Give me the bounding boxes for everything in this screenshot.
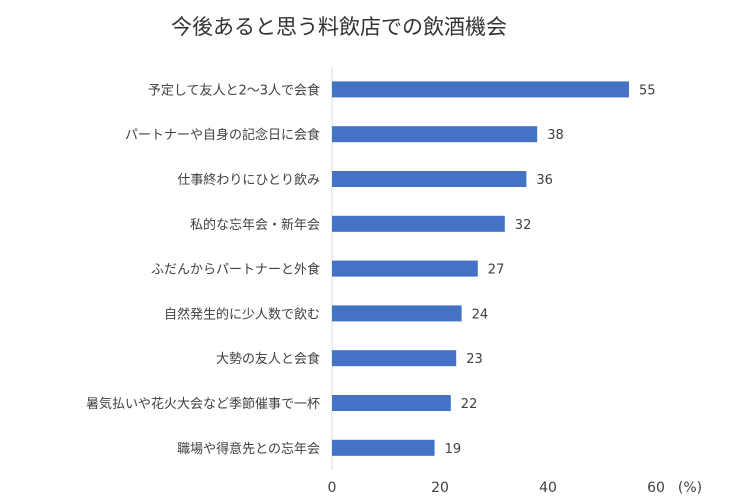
- value-label-6: 24: [472, 307, 489, 322]
- bar-9: [332, 439, 435, 456]
- category-label-1: 予定して友人と2～3人で会食: [148, 82, 320, 98]
- category-label-9: 職場や得意先との忘年会: [177, 441, 320, 457]
- category-label-5: ふだんからパートナーと外食: [151, 262, 320, 278]
- bar-4: [332, 215, 505, 232]
- value-label-7: 23: [466, 352, 483, 367]
- bar-2: [332, 126, 538, 143]
- bar-5: [332, 260, 478, 277]
- category-label-7: 大勢の友人と会食: [216, 351, 320, 367]
- x-axis-ticks: 0 20 40 60: [328, 480, 665, 496]
- value-label-4: 32: [515, 218, 532, 233]
- value-label-5: 27: [488, 263, 505, 278]
- x-tick-label-20: 20: [431, 480, 449, 496]
- bar-3: [332, 171, 527, 187]
- value-labels: 55 38 36 32 27 24 23 22 19: [445, 83, 656, 456]
- x-tick-label-60: 60: [647, 480, 665, 496]
- value-label-8: 22: [461, 397, 478, 412]
- value-label-1: 55: [639, 83, 656, 98]
- bars-group: [332, 81, 629, 456]
- value-label-3: 36: [536, 173, 553, 188]
- category-labels: 予定して友人と2～3人で会食パートナーや自身の記念日に会食仕事終わりにひとり飲み…: [86, 82, 320, 456]
- category-label-4: 私的な忘年会・新年会: [190, 217, 320, 233]
- bar-1: [332, 81, 629, 98]
- category-label-3: 仕事終わりにひとり飲み: [177, 172, 320, 188]
- chart-title: 今後あると思う料飲店での飲酒機会: [171, 15, 507, 39]
- bar-7: [332, 350, 457, 367]
- bar-8: [332, 395, 451, 411]
- x-tick-label-40: 40: [539, 480, 557, 496]
- bar-6: [332, 305, 462, 322]
- value-label-9: 19: [445, 442, 462, 457]
- category-label-8: 暑気払いや花火大会など季節催事で一杯: [86, 396, 320, 412]
- category-label-6: 自然発生的に少人数で飲む: [164, 306, 320, 322]
- unit-label: (%): [678, 480, 702, 496]
- value-label-2: 38: [547, 128, 564, 143]
- x-tick-label-0: 0: [328, 480, 337, 496]
- category-label-2: パートナーや自身の記念日に会食: [125, 127, 320, 143]
